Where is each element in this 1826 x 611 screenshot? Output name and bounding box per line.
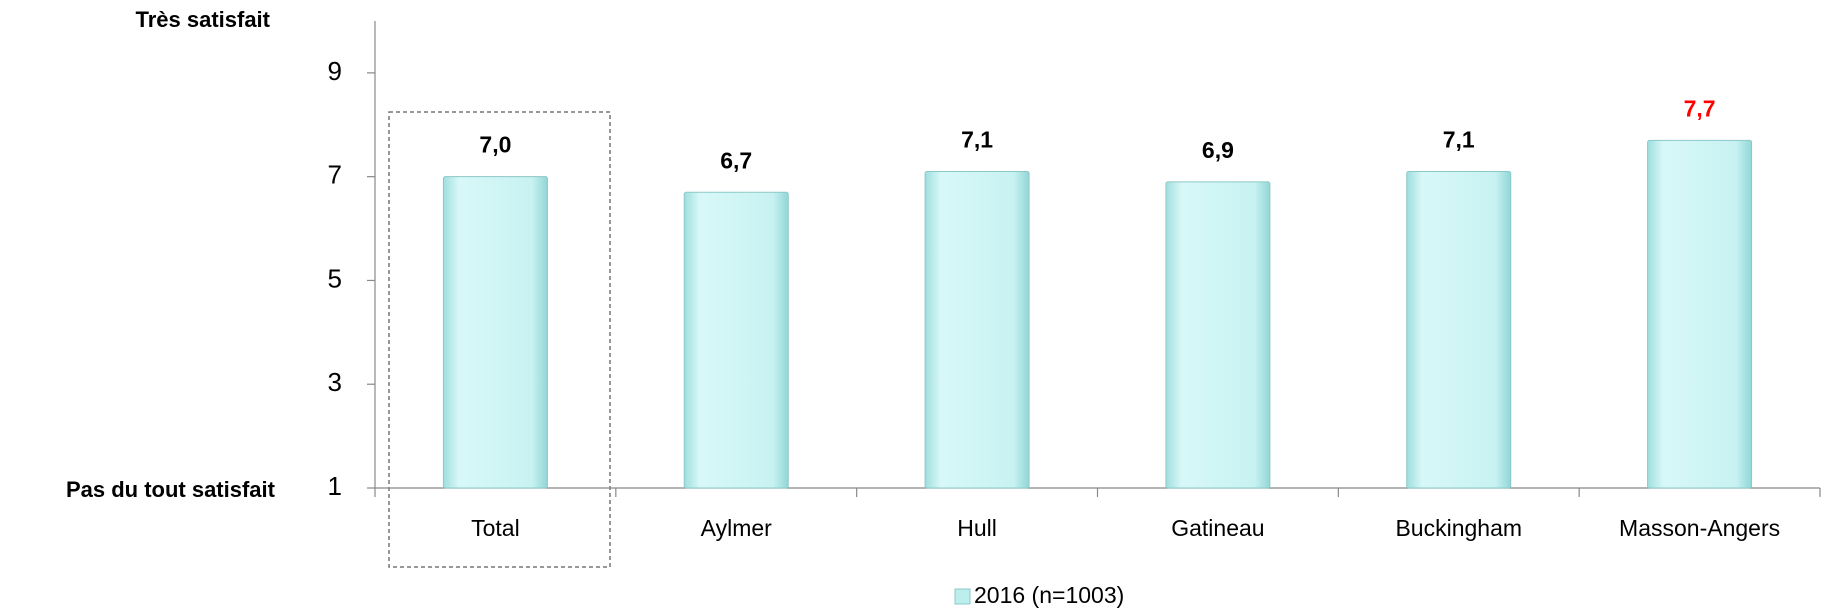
y-tick-label: 5	[328, 263, 342, 293]
x-tick-label: Buckingham	[1395, 515, 1522, 541]
y-tick-label: 7	[328, 160, 342, 190]
bar	[924, 170, 1030, 489]
y-tick-label: 3	[328, 367, 342, 397]
value-label: 7,0	[479, 132, 511, 158]
bar	[1165, 181, 1271, 489]
bar	[683, 191, 789, 489]
x-tick-label: Hull	[957, 515, 997, 541]
x-tick-label: Masson-Angers	[1619, 515, 1780, 541]
value-label: 7,1	[961, 127, 993, 153]
value-label: 6,7	[720, 147, 752, 173]
x-tick-label: Aylmer	[701, 515, 772, 541]
legend-swatch	[954, 588, 971, 605]
y-tick-label: 9	[328, 56, 342, 86]
bottom-annotation: Pas du tout satisfait	[66, 477, 276, 502]
x-tick-label: Gatineau	[1171, 515, 1264, 541]
value-label: 6,9	[1202, 137, 1234, 163]
highlight-box	[388, 111, 611, 568]
bar	[1406, 170, 1512, 489]
legend-label: 2016 (n=1003)	[974, 582, 1124, 608]
bar	[1647, 139, 1753, 489]
bar	[442, 176, 548, 489]
y-tick-label: 1	[328, 471, 342, 501]
value-label: 7,1	[1443, 127, 1475, 153]
x-tick-label: Total	[471, 515, 520, 541]
top-annotation: Très satisfait	[135, 7, 270, 32]
value-label: 7,7	[1684, 95, 1716, 121]
